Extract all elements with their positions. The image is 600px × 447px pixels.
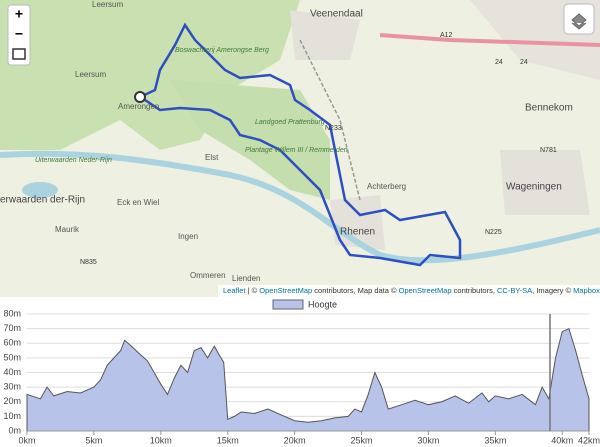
urban bbox=[500, 150, 590, 215]
link[interactable]: Mapbox bbox=[573, 286, 600, 295]
map-label: Elst bbox=[205, 153, 219, 162]
map-label: Veenendaal bbox=[310, 9, 363, 20]
map-label: Bennekom bbox=[525, 103, 573, 114]
x-tick-label: 20km bbox=[284, 435, 306, 445]
road-label: N233 bbox=[325, 125, 342, 132]
road-label: A12 bbox=[440, 32, 453, 39]
map-label: Landgoed Prattenburg bbox=[255, 119, 325, 126]
urban bbox=[290, 10, 360, 60]
map-label: Plantage Willem III / Remmerden bbox=[245, 147, 348, 154]
map-label: Ommeren bbox=[190, 271, 226, 280]
attribution-bg bbox=[218, 285, 600, 297]
map-label: Leersum bbox=[75, 70, 106, 79]
x-tick-label: 42km bbox=[578, 435, 600, 445]
text: contributors, Map data © bbox=[312, 286, 398, 295]
y-tick-label: 40m bbox=[3, 367, 21, 377]
map-label: Lienden bbox=[232, 274, 260, 283]
map-label: Achterberg bbox=[367, 182, 406, 191]
layers-icon bbox=[571, 13, 587, 30]
y-tick-label: 0m bbox=[8, 425, 21, 435]
map-label: Leersum bbox=[92, 0, 123, 9]
route-start bbox=[134, 91, 146, 103]
road-label: N835 bbox=[80, 259, 97, 266]
link[interactable]: CC-BY-SA bbox=[497, 286, 532, 295]
map[interactable]: Veenendaal Leersum Amerongen Boswachteri… bbox=[0, 0, 600, 297]
map-label: Amerongen bbox=[118, 102, 159, 111]
elevation-chart: 0m 10m 20m 30m 40m 50m 60m 70m 80m 0km 5km 10km 15km… bbox=[3, 299, 600, 445]
railway bbox=[299, 39, 361, 201]
x-tick-label: 30km bbox=[417, 435, 439, 445]
map-label: Maurik bbox=[55, 225, 80, 234]
link[interactable]: OpenStreetMap bbox=[399, 286, 452, 295]
text: | © bbox=[246, 286, 260, 295]
map-label: erwaarden der-Rijn bbox=[0, 195, 85, 206]
map-label: Rhenen bbox=[340, 227, 375, 238]
y-tick-label: 60m bbox=[3, 338, 21, 348]
forest bbox=[0, 0, 300, 150]
x-tick-label: 15km bbox=[217, 435, 239, 445]
fullscreen[interactable] bbox=[12, 48, 26, 60]
y-tick-label: 70m bbox=[3, 323, 21, 333]
x-tick-label: 5km bbox=[85, 435, 102, 445]
text: , Imagery © bbox=[532, 286, 573, 295]
river bbox=[0, 150, 600, 264]
y-tick-label: 30m bbox=[3, 382, 21, 392]
zoom-in[interactable]: + bbox=[15, 6, 23, 22]
zoom-out[interactable]: − bbox=[15, 26, 23, 42]
road-label: 24 bbox=[495, 59, 503, 66]
x-tick-label: 35km bbox=[484, 435, 506, 445]
x-tick-label: 25km bbox=[351, 435, 373, 445]
y-tick-label: 50m bbox=[3, 352, 21, 362]
y-tick-label: 10m bbox=[3, 411, 21, 421]
map-label: Boswachterij Amerongse Berg bbox=[175, 47, 269, 54]
route bbox=[139, 22, 462, 267]
x-tick-label: 10km bbox=[150, 435, 172, 445]
map-label: Ingen bbox=[178, 232, 198, 241]
elevation-area bbox=[26, 327, 590, 432]
lake bbox=[22, 182, 58, 198]
road-label: N225 bbox=[485, 229, 502, 236]
y-tick-label: 20m bbox=[3, 396, 21, 406]
x-tick-label: 40km bbox=[551, 435, 573, 445]
legend-swatch bbox=[272, 299, 304, 310]
link[interactable]: Leaflet bbox=[223, 286, 246, 295]
highway bbox=[379, 33, 600, 47]
map-label: Wageningen bbox=[506, 182, 562, 193]
link[interactable]: OpenStreetMap bbox=[259, 286, 312, 295]
y-tick-label: 80m bbox=[3, 308, 21, 318]
text: contributors, bbox=[452, 286, 497, 295]
road-label: N781 bbox=[540, 147, 557, 154]
x-tick-label: 0km bbox=[18, 435, 35, 445]
legend-label: Hoogte bbox=[308, 299, 337, 309]
map-label: Eck en Wiel bbox=[117, 198, 159, 207]
road-label: 24 bbox=[520, 59, 528, 66]
map-label: Uiterwaarden Neder-Rijn bbox=[35, 157, 112, 164]
attribution: Leaflet | © OpenStreetMap contributors, … bbox=[223, 286, 600, 295]
